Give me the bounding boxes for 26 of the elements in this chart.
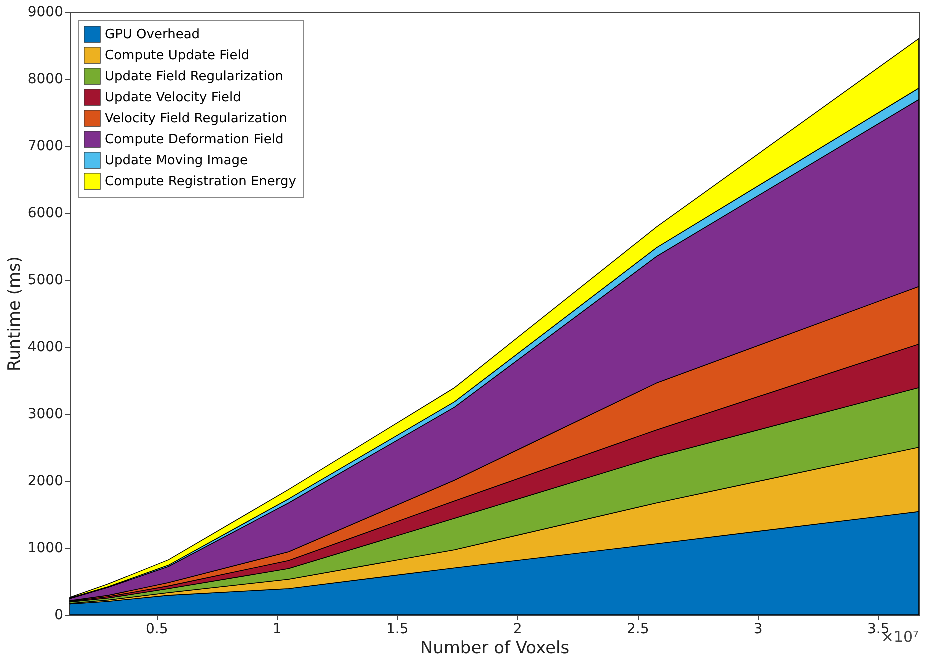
y-tick-label: 3000 (28, 406, 64, 422)
y-tick-label: 5000 (28, 272, 64, 288)
y-tick-label: 4000 (28, 340, 64, 356)
legend-label: Update Field Regularization (105, 70, 284, 84)
y-tick-label: 9000 (28, 4, 64, 20)
legend-label: Update Velocity Field (105, 90, 242, 106)
legend-label: Compute Update Field (105, 48, 250, 64)
legend-label: Compute Registration Energy (105, 174, 297, 190)
legend-label: Compute Deformation Field (105, 132, 284, 148)
y-axis-title: Runtime (ms) (4, 256, 25, 372)
y-tick-label: 7000 (28, 138, 64, 154)
x-tick-label: 2.5 (626, 622, 650, 638)
y-tick-label: 6000 (28, 206, 64, 222)
legend-label: Velocity Field Regularization (105, 112, 288, 126)
x-tick-label: 0.5 (146, 622, 168, 638)
y-tick-label: 1000 (28, 540, 64, 556)
x-axis-title: Number of Voxels (420, 638, 570, 658)
y-tick-label: 8000 (28, 72, 64, 88)
x-tick-label: 3 (754, 622, 763, 638)
x-tick-label: 1.5 (386, 622, 409, 638)
x-tick-label: 1 (272, 622, 282, 638)
y-tick-label: 2000 (28, 474, 64, 490)
legend-label: Update Moving Image (105, 154, 248, 168)
x-tick-label: 2 (513, 622, 522, 638)
y-tick-label: 0 (54, 608, 64, 624)
legend-label: GPU Overhead (105, 28, 200, 42)
